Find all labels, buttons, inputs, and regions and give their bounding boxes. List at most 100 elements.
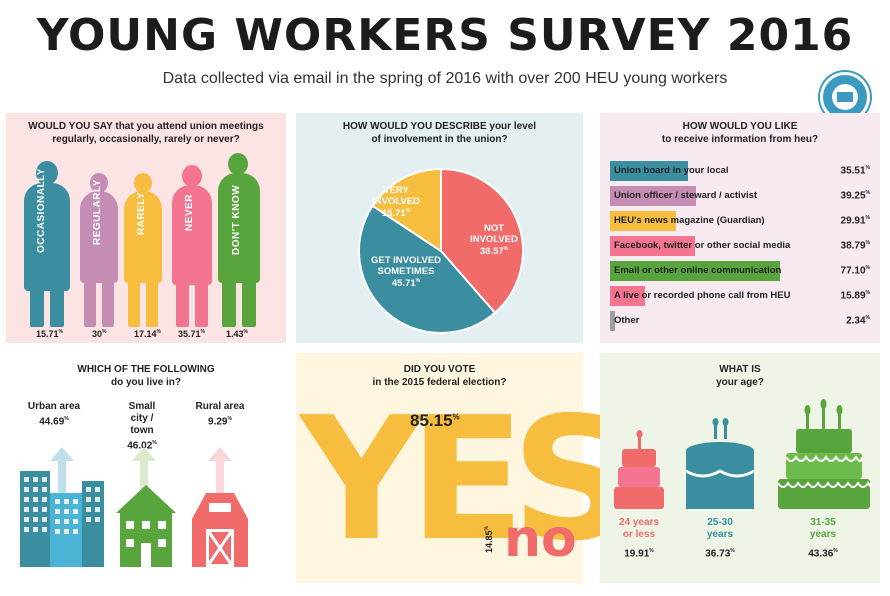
- info-bar-label: Union officer / steward / activist: [614, 190, 758, 201]
- small-cake-icon: [614, 430, 664, 509]
- pie-label-very: VERY INVOLVED 15.71%: [372, 185, 420, 219]
- regularly-value: 30%: [92, 329, 107, 339]
- regularly-figure-leg-right: [102, 279, 114, 327]
- info-bar: [610, 236, 696, 256]
- pie-slice-not-involved: [440, 167, 524, 315]
- regularly-label: REGULARLY: [92, 179, 103, 245]
- age-25-30-label: 25-30 years 36.73%: [705, 517, 735, 560]
- living-title-line2: do you live in?: [110, 377, 181, 388]
- info-title-line2: to receive information from heu?: [661, 134, 819, 145]
- involvement-panel: HOW WOULD YOU DESCRIBE your level of inv…: [296, 113, 583, 343]
- no-value: 14.85%: [484, 526, 494, 553]
- occasionally-figure-leg-left: [30, 283, 44, 327]
- dont-know-value: 1.43%: [226, 329, 248, 339]
- pie-slice-sometimes: [358, 204, 497, 334]
- info-bar-label: Other: [614, 315, 640, 326]
- rarely-label: RARELY: [136, 191, 147, 235]
- info-bar-row: Union board in your local 35.51%: [610, 161, 870, 181]
- info-bar: [610, 186, 697, 206]
- living-title: WHICH OF THE FOLLOWING do you live in?: [6, 363, 286, 389]
- dont-know-figure: [218, 173, 260, 283]
- pie-label-sometimes: GET INVOLVED SOMETIMES 45.71%: [371, 255, 441, 289]
- city-arrow-icon: [132, 447, 156, 503]
- urban-arrow-icon: [50, 447, 74, 493]
- never-figure-leg-left: [176, 281, 189, 327]
- living-title-line1: WHICH OF THE FOLLOWING: [77, 364, 215, 375]
- rural-barn-icon: [192, 493, 248, 567]
- info-bar: [610, 286, 645, 306]
- info-bar-label: Email or other online communication: [614, 265, 782, 276]
- occasionally-figure-head: [36, 161, 58, 185]
- medium-cake-icon: [685, 418, 755, 509]
- info-title-line1: HOW WOULD YOU LIKE: [682, 121, 798, 132]
- rarely-figure-leg-left: [128, 279, 140, 327]
- dont-know-figure-leg-right: [242, 279, 256, 327]
- info-bar-label: A live or recorded phone call from HEU: [614, 290, 791, 301]
- info-bar-row: HEU's news magazine (Guardian) 29.91%: [610, 211, 870, 231]
- info-bar: [610, 161, 689, 181]
- page-title: YOUNG WORKERS SURVEY 2016: [36, 10, 854, 61]
- info-bar-value: 77.10%: [840, 265, 870, 277]
- pie-label-not-involved: NOT INVOLVED 38.57%: [470, 223, 518, 257]
- age-panel: WHAT IS your age? 24 yea: [600, 353, 880, 583]
- age-24-label: 24 years or less 19.91%: [618, 517, 660, 560]
- meetings-title-lead: WOULD YOU SAY: [28, 121, 113, 132]
- dont-know-figure-leg-left: [222, 279, 236, 327]
- info-panel: HOW WOULD YOU LIKE to receive informatio…: [600, 113, 880, 343]
- pie-slice-very: [371, 167, 442, 253]
- urban-label: Urban area 44.69%: [27, 401, 81, 428]
- occasionally-figure-leg-right: [50, 283, 64, 327]
- age-title-line2: your age?: [716, 377, 764, 388]
- rural-arrow-icon: [208, 447, 232, 497]
- never-figure: [172, 185, 212, 285]
- dont-know-figure-head: [228, 153, 248, 175]
- info-bar-row: A live or recorded phone call from HEU 15…: [610, 286, 870, 306]
- rarely-value: 17.14%: [134, 329, 161, 339]
- occasionally-label: OCCASIONALLY: [36, 167, 47, 253]
- age-title: WHAT IS your age?: [600, 363, 880, 389]
- regularly-figure: [80, 191, 118, 283]
- rural-label: Rural area 9.29%: [195, 401, 245, 428]
- vote-title-line2: in the 2015 federal election?: [372, 377, 507, 388]
- info-bar-row: Union officer / steward / activist 39.25%: [610, 186, 870, 206]
- involvement-pie-chart: NOT INVOLVED 38.57% GET INVOLVED SOMETIMES 45…: [358, 167, 524, 334]
- regularly-figure-head: [90, 173, 108, 193]
- info-bar-label: Union board in your local: [614, 165, 729, 176]
- occasionally-figure: [24, 183, 70, 291]
- meetings-title: WOULD YOU SAY that you attend union meet…: [6, 120, 286, 146]
- regularly-figure-leg-left: [84, 279, 96, 327]
- never-label: NEVER: [184, 194, 195, 231]
- living-panel: WHICH OF THE FOLLOWING do you live in? U…: [6, 353, 286, 583]
- never-figure-leg-right: [195, 281, 208, 327]
- info-bar-value: 35.51%: [840, 165, 870, 177]
- occasionally-value: 15.71%: [36, 329, 63, 339]
- never-figure-head: [182, 165, 202, 187]
- large-cake-icon: [777, 399, 873, 509]
- age-31-35-label: 31-35 years 43.36%: [808, 517, 838, 560]
- info-bar-value: 29.91%: [840, 215, 870, 227]
- info-bar-value: 15.89%: [840, 290, 870, 302]
- info-bar-label: HEU's news magazine (Guardian): [614, 215, 765, 226]
- involvement-title-line1: HOW WOULD YOU DESCRIBE your level: [342, 121, 537, 132]
- info-bar-value: 38.79%: [840, 240, 870, 252]
- page-subtitle: Data collected via email in the spring o…: [162, 70, 728, 87]
- vote-title: DID YOU VOTE in the 2015 federal electio…: [296, 363, 583, 389]
- age-cakes-illustration: [614, 399, 873, 509]
- meetings-panel: WOULD YOU SAY that you attend union meet…: [6, 113, 286, 343]
- small-city-label: Small city / town 46.02%: [127, 401, 157, 452]
- info-bar: [610, 311, 616, 331]
- living-illustration: [20, 447, 248, 567]
- never-value: 35.71%: [178, 329, 205, 339]
- rarely-figure-leg-right: [146, 279, 158, 327]
- yes-value: 85.15%: [410, 411, 460, 430]
- rarely-figure: [124, 191, 162, 283]
- info-bar-row: Facebook, twitter or other social media 3…: [610, 236, 870, 256]
- info-title: HOW WOULD YOU LIKE to receive informatio…: [600, 120, 880, 146]
- vote-title-line1: DID YOU VOTE: [403, 364, 476, 375]
- yes-word: YES: [300, 381, 634, 579]
- no-word: no: [504, 509, 577, 569]
- small-city-house-icon: [116, 485, 176, 567]
- rarely-figure-head: [134, 173, 152, 193]
- urban-buildings-icon: [20, 471, 104, 567]
- vote-panel: DID YOU VOTE in the 2015 federal electio…: [296, 353, 634, 583]
